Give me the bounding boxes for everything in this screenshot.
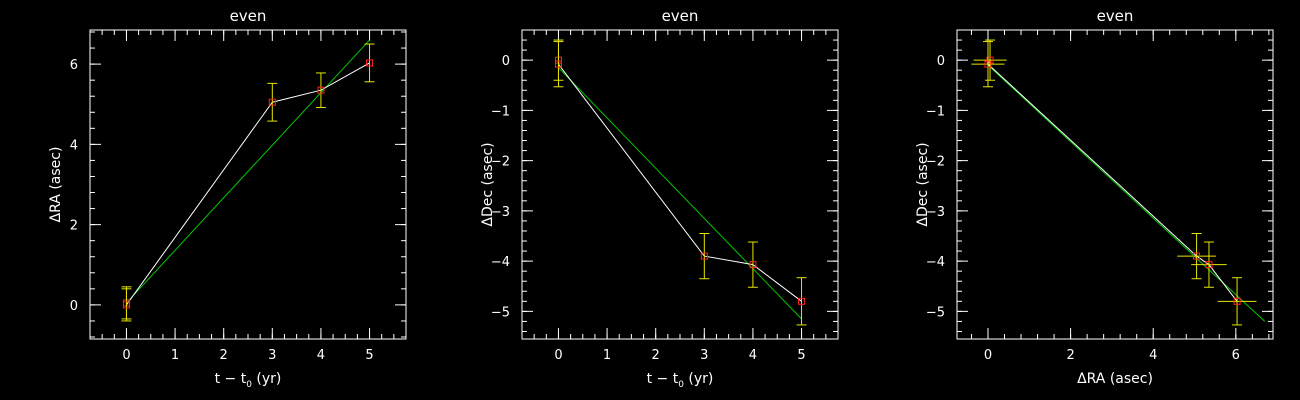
x-tick-label: 0 <box>122 348 130 363</box>
x-tick-label: 2 <box>652 348 660 363</box>
y-tick-label: −2 <box>926 155 945 170</box>
data-point-marker <box>749 261 757 269</box>
data-point-marker <box>700 252 708 260</box>
data-point-marker <box>984 60 992 68</box>
chart-title: even <box>1097 7 1134 25</box>
y-tick-label: −2 <box>491 155 510 170</box>
y-axis-label: ΔRA (asec) <box>48 147 64 223</box>
fit-line <box>987 64 1266 322</box>
x-tick-label: 4 <box>1149 348 1157 363</box>
x-tick-label: 4 <box>317 348 325 363</box>
y-tick-label: 0 <box>70 299 78 314</box>
x-tick-label: 2 <box>220 348 228 363</box>
y-tick-label: 0 <box>502 54 510 69</box>
x-tick-label: 3 <box>268 348 276 363</box>
data-point-marker <box>317 86 325 94</box>
y-tick-label: 6 <box>70 58 78 73</box>
x-tick-label: 0 <box>554 348 562 363</box>
x-tick-label: 1 <box>171 348 179 363</box>
plot-frame <box>956 29 1274 340</box>
chart-panel-3: 0 2 4 6 0 −1 −2 −3 −4 −5 even ΔRA (asec) ΔDec (asec) <box>915 7 1274 387</box>
y-tick-label: 0 <box>937 54 945 69</box>
x-tick-label: 4 <box>749 348 757 363</box>
y-tick-label: 4 <box>70 138 78 153</box>
fit-line <box>126 39 370 304</box>
x-axis-label-main: ΔRA (asec) <box>1077 371 1153 387</box>
x-tick-label: 6 <box>1232 348 1240 363</box>
x-axis-label-main: t − t <box>215 371 247 387</box>
data-point-marker <box>798 297 806 305</box>
x-axis-label-subscript: 0 <box>678 380 684 390</box>
y-tick-label: −3 <box>926 205 945 220</box>
data-point-marker <box>268 98 276 106</box>
data-point-marker <box>1193 252 1201 260</box>
y-tick-label: −5 <box>491 305 510 320</box>
x-tick-label: 2 <box>1066 348 1074 363</box>
x-tick-label: 1 <box>603 348 611 363</box>
data-point-marker <box>122 301 130 309</box>
y-tick-label: −1 <box>926 104 945 119</box>
y-tick-label: −3 <box>491 205 510 220</box>
chart-title: even <box>662 7 699 25</box>
y-axis-label: ΔDec (asec) <box>480 142 496 226</box>
x-axis-label-unit: (yr) <box>252 371 281 387</box>
y-tick-label: 2 <box>70 219 78 234</box>
fit-line <box>558 67 802 320</box>
x-axis-label: t − t0 (yr) <box>215 371 282 390</box>
x-axis-label-main: t − t <box>647 371 679 387</box>
x-tick-label: 0 <box>984 348 992 363</box>
y-tick-label: −4 <box>926 255 945 270</box>
y-axis-label: ΔDec (asec) <box>915 142 931 226</box>
y-tick-label: −1 <box>491 104 510 119</box>
data-point-marker <box>554 60 562 68</box>
data-point-marker <box>1205 261 1213 269</box>
x-axis-label: t − t0 (yr) <box>647 371 714 390</box>
x-tick-label: 5 <box>365 348 373 363</box>
x-axis-label-subscript: 0 <box>246 380 252 390</box>
x-axis-label-unit: (yr) <box>684 371 713 387</box>
chart-title: even <box>230 7 267 25</box>
data-point-marker <box>366 59 374 67</box>
x-tick-label: 5 <box>797 348 805 363</box>
y-tick-label: −5 <box>926 305 945 320</box>
data-point-marker <box>986 56 994 64</box>
x-axis-label: ΔRA (asec) <box>1077 371 1153 387</box>
data-point-marker <box>1233 297 1241 305</box>
y-tick-label: −4 <box>491 255 510 270</box>
x-tick-label: 3 <box>700 348 708 363</box>
